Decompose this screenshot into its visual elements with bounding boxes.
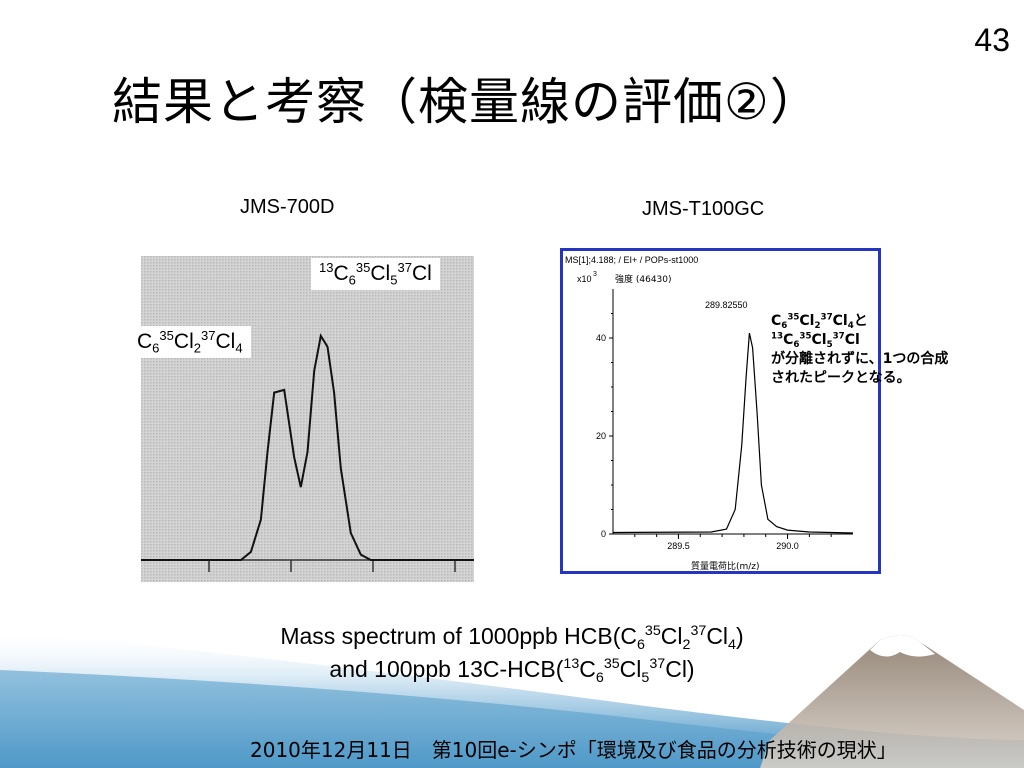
note-line-1: C635Cl237Cl4と (771, 312, 868, 332)
x-axis-label: 質量電荷比(m/z) (691, 560, 760, 571)
scale-label: x10 (577, 274, 592, 284)
note-line-4: されたピークとなる。 (771, 370, 911, 386)
background-wave (0, 630, 1024, 768)
overlay-note: C635Cl237Cl4と 13C635Cl537Cl が分離されずに、1つの合… (771, 312, 948, 388)
peak-label-13c: 13C635Cl537Cl (311, 258, 440, 290)
note-line-3: が分離されずに、1つの合成 (771, 351, 949, 367)
slide-title: 結果と考察（検量線の評価②） (112, 73, 821, 131)
scale-exponent: 3 (593, 271, 597, 278)
y-tick-label: 40 (596, 333, 606, 343)
chart-jms-700d (141, 256, 474, 582)
footer: 2010年12月11日 第10回e-シンポ「環境及び食品の分析技術の現状」 (250, 738, 897, 762)
intensity-label: 強度 (46430) (615, 273, 672, 285)
mass-spectrum-caption: Mass spectrum of 1000ppb HCB(C635Cl237Cl… (0, 620, 1024, 686)
y-tick-label: 0 (601, 529, 606, 539)
x-tick-label: 290.0 (776, 541, 799, 551)
slide-number: 43 (974, 22, 1010, 58)
series-line-jms-t100gc (612, 332, 854, 534)
note-line-2: 13C635Cl537Cl (771, 331, 860, 351)
series-line-jms-700d (141, 333, 474, 561)
peak-label-12c: C635Cl237Cl4 (129, 326, 251, 358)
caption-line-1: Mass spectrum of 1000ppb HCB(C635Cl237Cl… (280, 623, 744, 653)
instrument-label-right: JMS-T100GC (642, 198, 765, 220)
y-tick-label: 20 (596, 431, 606, 441)
caption-line-2: and 100ppb 13C-HCB(13C635Cl537Cl) (329, 656, 695, 686)
x-tick-label: 289.5 (667, 541, 690, 551)
peak-mz-label: 289.82550 (705, 300, 748, 310)
spectrum-header: MS[1];4.188; / EI+ / POPs-st1000 (565, 255, 698, 265)
mountain-icon (760, 635, 1024, 768)
instrument-label-left: JMS-700D (240, 196, 335, 218)
chart-jms-t100gc: MS[1];4.188; / EI+ / POPs-st1000 x10 3 強… (560, 248, 881, 574)
